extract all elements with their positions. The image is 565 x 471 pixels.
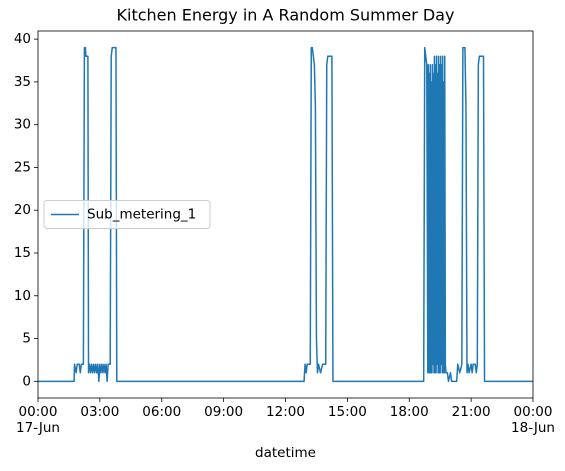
- y-tick-label: 10: [14, 288, 31, 304]
- y-tick-label: 25: [14, 159, 31, 175]
- chart-title: Kitchen Energy in A Random Summer Day: [117, 6, 455, 25]
- x-date-label: 18-Jun: [511, 420, 555, 436]
- x-tick-label: 00:00: [514, 404, 553, 420]
- y-tick-label: 0: [22, 373, 31, 389]
- y-tick-label: 15: [14, 245, 31, 261]
- x-tick-label: 00:00: [19, 404, 58, 420]
- y-tick-label: 40: [14, 31, 31, 47]
- y-tick-label: 30: [14, 117, 31, 133]
- y-tick-label: 35: [14, 74, 31, 90]
- x-tick-label: 03:00: [80, 404, 119, 420]
- axes-frame: [37, 30, 534, 399]
- x-tick-label: 06:00: [142, 404, 181, 420]
- y-tick-label: 5: [22, 331, 31, 347]
- x-tick-label: 15:00: [328, 404, 367, 420]
- x-tick-label: 18:00: [390, 404, 429, 420]
- x-date-label: 17-Jun: [16, 420, 60, 436]
- x-tick-label: 12:00: [266, 404, 305, 420]
- data-line: [38, 46, 533, 383]
- legend-box: [43, 200, 211, 229]
- x-tick-label: 09:00: [204, 404, 243, 420]
- legend-label: Sub_metering_1: [87, 207, 196, 223]
- x-tick-label: 21:00: [452, 404, 491, 420]
- x-axis-label: datetime: [255, 445, 316, 461]
- y-tick-label: 20: [14, 202, 31, 218]
